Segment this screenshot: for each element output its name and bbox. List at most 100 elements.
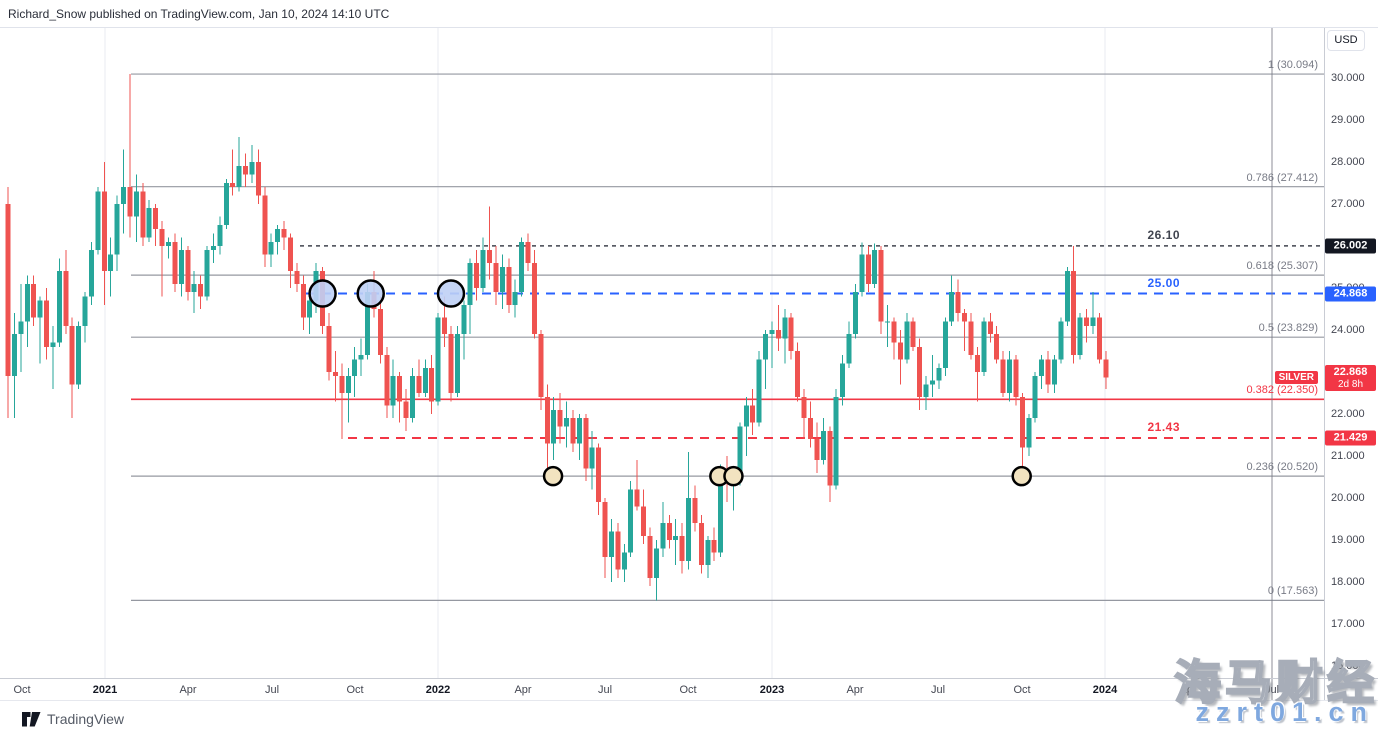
candle <box>737 426 743 477</box>
fib-label-1: 1 (30.094) <box>1267 59 1318 72</box>
candle <box>564 418 570 427</box>
price-tick-label: 29.000 <box>1331 114 1365 126</box>
fib-label-0.618: 0.618 (25.307) <box>1246 260 1318 273</box>
candle <box>942 321 948 368</box>
candle <box>287 237 293 272</box>
price-tick-label: 19.000 <box>1331 534 1365 546</box>
resistance-circle-marker <box>308 279 337 308</box>
candle <box>1045 359 1051 385</box>
price-tick-label: 17.000 <box>1331 618 1365 630</box>
candle <box>608 531 614 557</box>
time-tick-label: Jul <box>597 684 613 696</box>
candle <box>878 250 884 322</box>
support-circle-marker <box>542 465 564 487</box>
candle <box>121 187 127 204</box>
price-tick-label: 27.000 <box>1331 198 1365 210</box>
candle <box>56 271 62 343</box>
candle <box>172 241 178 284</box>
candle <box>37 300 43 318</box>
candle <box>1103 359 1109 378</box>
candle <box>718 468 724 553</box>
candle <box>647 535 653 578</box>
candle <box>44 300 50 347</box>
candle <box>544 397 550 444</box>
candle <box>576 418 582 444</box>
candle <box>910 321 916 347</box>
candle <box>987 321 993 335</box>
time-tick-label: Oct <box>13 684 31 696</box>
currency-toggle-button[interactable]: USD <box>1327 30 1365 51</box>
candle <box>146 208 152 238</box>
price-badge-24.868: 24.868 <box>1325 286 1376 302</box>
candle <box>159 229 165 246</box>
candle <box>865 254 871 284</box>
candle <box>223 183 229 225</box>
price-badge-26.002: 26.002 <box>1325 238 1376 254</box>
candle <box>114 204 120 255</box>
candle <box>711 540 717 553</box>
candle <box>686 498 692 561</box>
candle <box>698 523 704 566</box>
candle <box>5 204 11 377</box>
candle <box>210 246 216 251</box>
candle <box>95 191 101 251</box>
candle <box>403 401 409 419</box>
fib-label-0.382: 0.382 (22.350) <box>1246 384 1318 397</box>
candle <box>512 292 518 305</box>
candle <box>949 292 955 322</box>
candle <box>615 531 621 570</box>
candle <box>467 262 473 305</box>
candle <box>307 300 313 318</box>
candle <box>268 241 274 255</box>
candle <box>294 271 300 284</box>
price-axis-border <box>1324 28 1325 700</box>
candle <box>1064 271 1070 322</box>
candle <box>820 430 826 461</box>
candle <box>384 355 390 406</box>
candle <box>673 535 679 540</box>
time-tick-label: Jul <box>1264 684 1280 696</box>
candle <box>1084 317 1090 326</box>
candle <box>198 283 204 297</box>
candle <box>788 317 794 351</box>
time-tick-label: Oct <box>346 684 364 696</box>
candle <box>352 359 358 377</box>
price-tick-label: 18.000 <box>1331 576 1365 588</box>
candle <box>808 418 813 440</box>
candle <box>108 254 114 272</box>
fib-label-0.5: 0.5 (23.829) <box>1258 322 1318 335</box>
candle <box>506 267 512 305</box>
candle <box>705 540 711 566</box>
candle <box>429 367 435 402</box>
candle <box>339 376 345 393</box>
candle <box>332 372 338 377</box>
candle <box>31 283 37 318</box>
candle <box>255 162 261 196</box>
tradingview-logo[interactable]: TradingView <box>22 710 124 727</box>
candle <box>153 208 159 230</box>
candle <box>1039 359 1045 377</box>
candle <box>814 439 820 461</box>
candle <box>178 250 184 284</box>
price-badge-21.429: 21.429 <box>1325 430 1376 446</box>
candle <box>1051 359 1057 385</box>
price-tick-label: 24.000 <box>1331 324 1365 336</box>
candle <box>422 367 428 393</box>
candle <box>756 359 762 423</box>
candle <box>480 250 486 288</box>
candle <box>390 376 396 406</box>
candle <box>166 241 171 246</box>
time-tick-label: 2023 <box>759 684 785 696</box>
candle <box>1019 397 1025 448</box>
candle <box>204 250 210 297</box>
fib-label-0.786: 0.786 (27.412) <box>1246 171 1318 184</box>
candle <box>525 241 531 263</box>
price-tick-label: 21.000 <box>1331 450 1365 462</box>
time-tick-label: Apr <box>846 684 864 696</box>
candle <box>493 262 499 293</box>
candle <box>1090 317 1096 326</box>
candle <box>833 397 839 486</box>
candle <box>1077 317 1083 356</box>
candle <box>840 363 846 398</box>
